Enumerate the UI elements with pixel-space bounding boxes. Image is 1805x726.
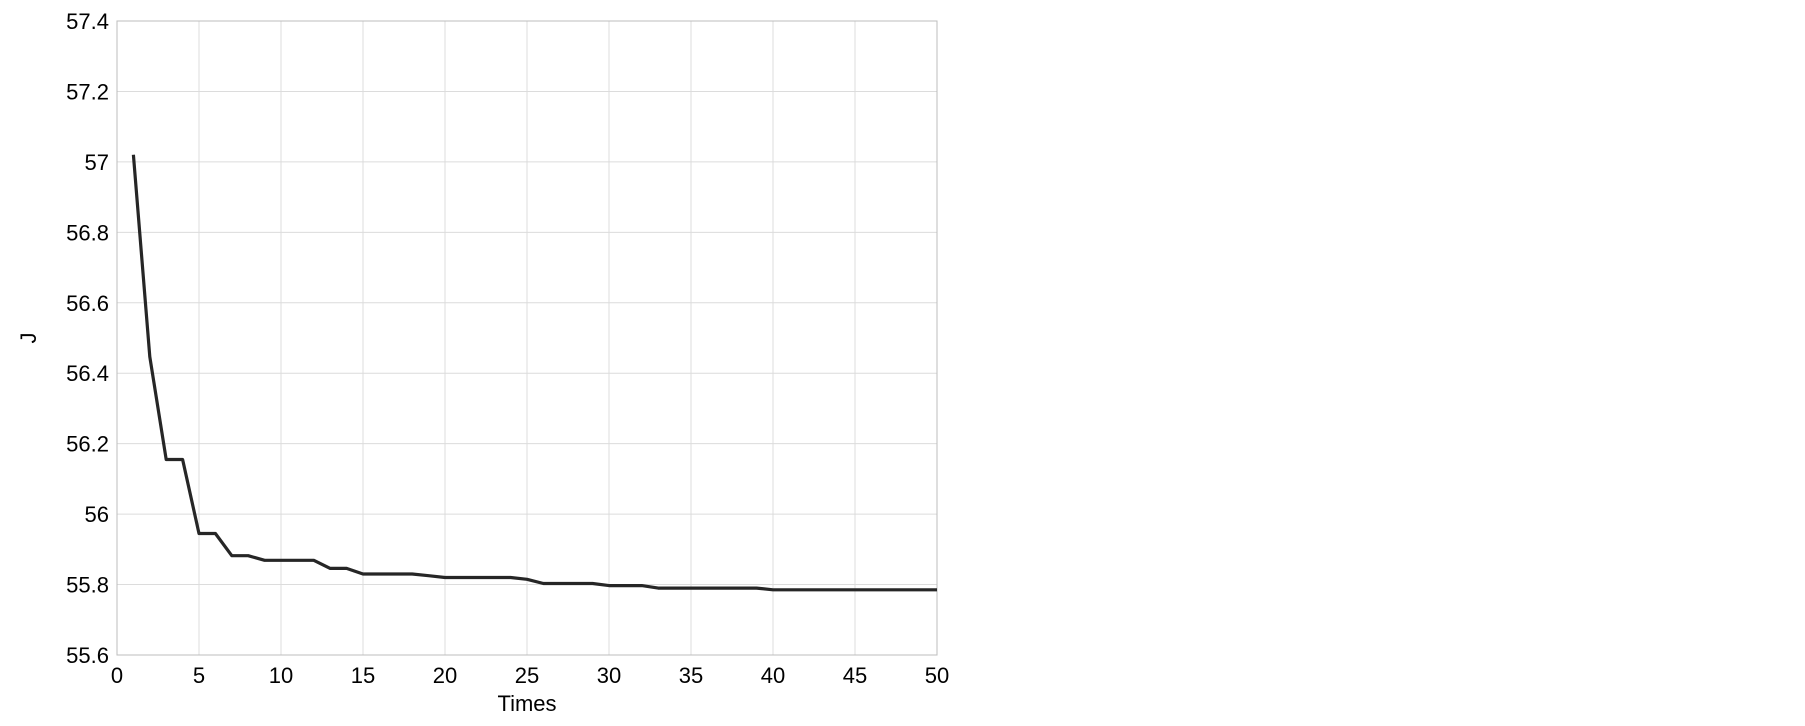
x-tick-label: 20 xyxy=(433,663,457,688)
y-tick-label: 56.8 xyxy=(66,220,109,245)
x-tick-label: 5 xyxy=(193,663,205,688)
y-tick-label: 56 xyxy=(85,502,109,527)
x-tick-label: 15 xyxy=(351,663,375,688)
y-tick-label: 57.4 xyxy=(66,9,109,34)
x-tick-label: 45 xyxy=(843,663,867,688)
y-tick-label: 56.4 xyxy=(66,361,109,386)
x-tick-label: 35 xyxy=(679,663,703,688)
y-tick-label: 57 xyxy=(85,150,109,175)
y-axis-label: J xyxy=(16,333,41,344)
tick-labels: 0 5 10 15 20 25 30 35 40 45 50 55.6 55.8 56 56.2 56.4 56… xyxy=(66,9,949,688)
x-tick-label: 0 xyxy=(111,663,123,688)
y-tick-label: 55.6 xyxy=(66,643,109,668)
x-tick-label: 25 xyxy=(515,663,539,688)
grid xyxy=(116,20,938,656)
x-tick-label: 10 xyxy=(269,663,293,688)
plot-frame xyxy=(116,20,938,656)
x-tick-label: 50 xyxy=(925,663,949,688)
x-tick-label: 30 xyxy=(597,663,621,688)
x-axis-label: Times xyxy=(497,691,556,716)
y-tick-label: 57.2 xyxy=(66,79,109,104)
series-line xyxy=(131,154,937,592)
y-tick-label: 56.6 xyxy=(66,291,109,316)
y-tick-label: 56.2 xyxy=(66,432,109,457)
y-tick-label: 55.8 xyxy=(66,573,109,598)
x-tick-label: 40 xyxy=(761,663,785,688)
